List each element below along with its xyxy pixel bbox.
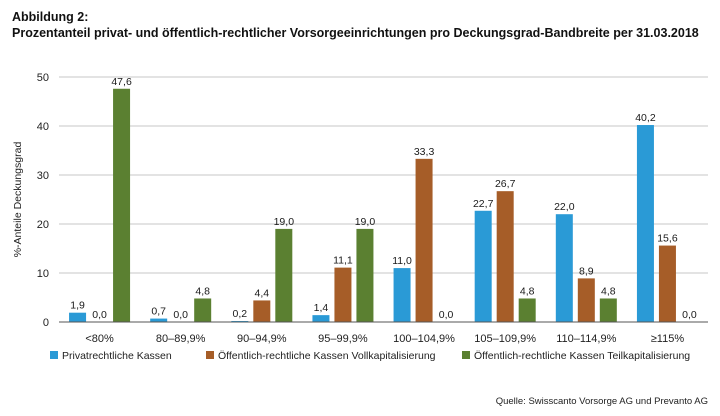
legend-swatch	[206, 351, 214, 359]
data-label: 4,8	[520, 285, 535, 297]
data-label: 0,0	[173, 309, 188, 321]
y-tick-label: 10	[37, 268, 49, 280]
data-label: 0,2	[233, 308, 248, 320]
y-tick-label: 20	[37, 219, 49, 231]
bar	[577, 278, 595, 322]
data-label: 0,0	[92, 309, 107, 321]
bar	[393, 268, 411, 322]
bar	[334, 267, 352, 322]
source-note: Quelle: Swisscanto Vorsorge AG und Preva…	[495, 396, 708, 407]
bar	[275, 228, 293, 322]
bar	[658, 245, 676, 322]
y-tick-label: 30	[37, 170, 49, 182]
bar	[518, 298, 536, 322]
y-tick-label: 40	[37, 121, 49, 133]
data-label: 11,0	[392, 255, 412, 267]
data-label: 0,7	[151, 306, 166, 318]
bar	[356, 228, 374, 322]
legend-swatch	[50, 351, 58, 359]
x-tick-label: 105–109,9%	[474, 333, 536, 345]
x-tick-label: 95–99,9%	[318, 333, 368, 345]
data-label: 47,6	[111, 76, 132, 88]
x-tick-label: 90–94,9%	[237, 333, 287, 345]
bar	[312, 315, 330, 322]
bar	[150, 318, 168, 322]
bar	[599, 298, 617, 322]
data-label: 19,0	[355, 216, 376, 228]
figure-title: Prozentanteil privat- und öffentlich-rec…	[12, 26, 699, 40]
data-label: 33,3	[414, 146, 435, 158]
data-label: 40,2	[635, 112, 656, 124]
legend-swatch	[462, 351, 470, 359]
legend-label: Öffentlich-rechtliche Kassen Vollkapital…	[218, 350, 436, 362]
legend-label: Privatrechtliche Kassen	[62, 350, 172, 362]
figure-heading: Abbildung 2: Prozentanteil privat- und ö…	[12, 9, 699, 41]
legend-label: Öffentlich-rechtliche Kassen Teilkapital…	[474, 350, 690, 362]
x-tick-label: <80%	[85, 333, 114, 345]
data-label: 19,0	[274, 216, 295, 228]
data-label: 22,0	[554, 201, 575, 213]
bar	[496, 191, 514, 322]
data-label: 1,9	[70, 300, 85, 312]
x-tick-label: 110–114,9%	[556, 333, 616, 345]
figure-label: Abbildung 2:	[12, 10, 89, 24]
x-tick-label: ≥115%	[651, 333, 685, 345]
bar	[194, 298, 212, 322]
data-label: 0,0	[682, 309, 697, 321]
x-tick-label: 100–104,9%	[393, 333, 455, 345]
bar	[636, 125, 654, 323]
y-axis-title: %-Anteile Deckungsgrad	[12, 142, 24, 258]
data-label: 26,7	[495, 178, 516, 190]
data-label: 11,1	[333, 255, 353, 267]
data-label: 1,4	[314, 302, 329, 314]
data-label: 4,8	[601, 285, 616, 297]
bar	[69, 312, 87, 322]
data-label: 15,6	[657, 233, 678, 245]
y-tick-label: 0	[43, 317, 49, 329]
data-label: 4,4	[255, 287, 270, 299]
bar	[415, 158, 433, 322]
bar	[555, 214, 573, 322]
bar	[253, 300, 271, 322]
bar	[113, 88, 131, 322]
data-label: 4,8	[195, 285, 210, 297]
bar	[474, 210, 492, 322]
x-tick-label: 80–89,9%	[156, 333, 206, 345]
data-label: 22,7	[473, 198, 494, 210]
y-tick-label: 50	[37, 72, 49, 84]
data-label: 8,9	[579, 265, 594, 277]
data-label: 0,0	[439, 309, 454, 321]
